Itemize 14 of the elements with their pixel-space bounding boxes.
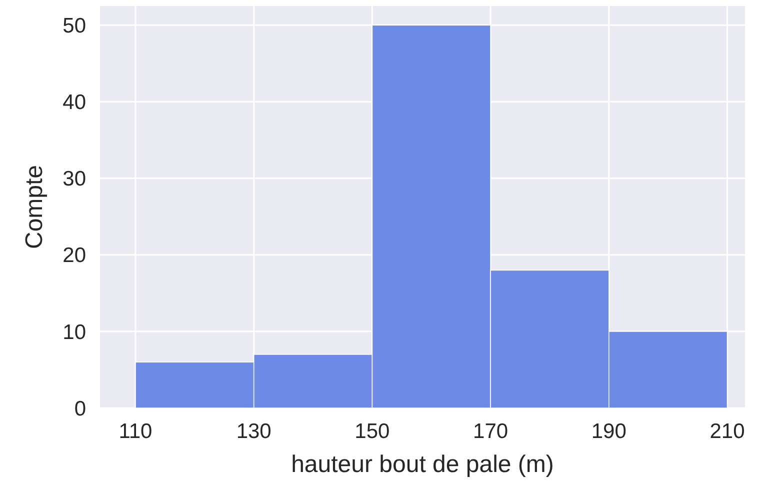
x-axis-title: hauteur bout de pale (m) xyxy=(291,451,554,478)
y-tick-label: 10 xyxy=(62,320,86,344)
x-tick-label: 210 xyxy=(710,420,745,443)
y-axis-title: Compte xyxy=(21,164,48,250)
x-tick-label: 170 xyxy=(473,420,508,443)
y-tick-label: 40 xyxy=(62,91,86,114)
x-tick-label: 190 xyxy=(591,420,626,443)
y-tick-label: 0 xyxy=(74,397,86,420)
x-tick-label: 130 xyxy=(236,420,272,443)
y-tick-label: 20 xyxy=(62,244,86,268)
y-tick-label: 30 xyxy=(62,168,86,191)
x-tick-label: 150 xyxy=(354,420,390,443)
x-tick-label: 110 xyxy=(118,420,152,443)
y-tick-label: 50 xyxy=(62,14,86,38)
